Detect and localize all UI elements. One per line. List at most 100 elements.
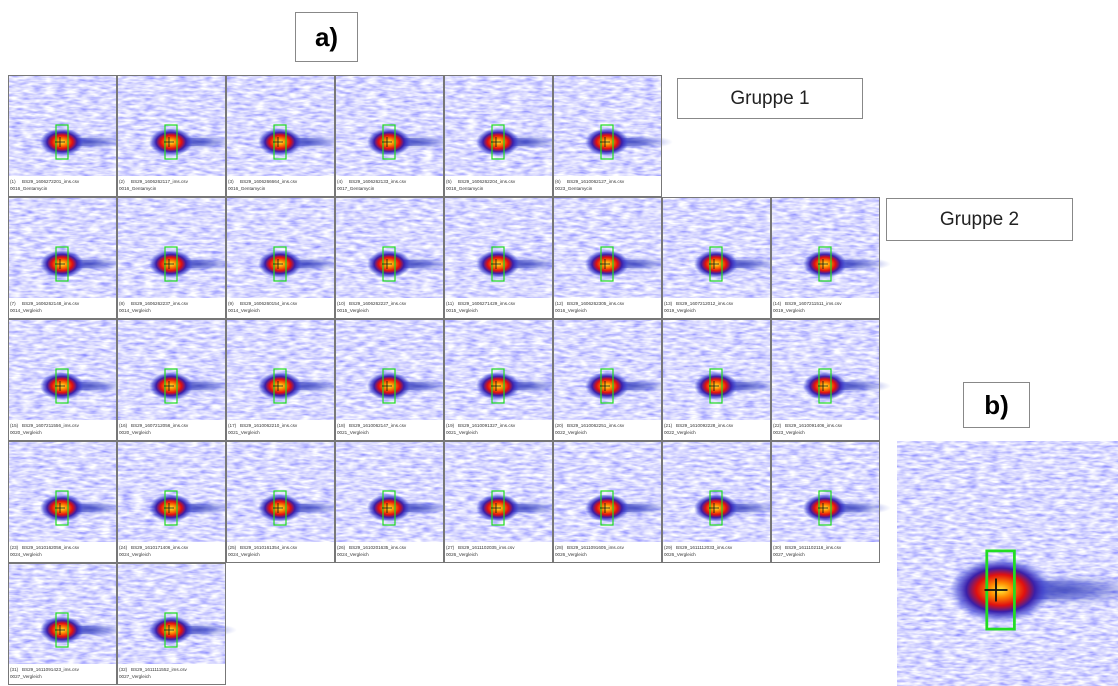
caption-area [226,298,335,319]
caption-area [662,298,771,319]
signal-tail [169,138,219,146]
thumbnail-index: (11) [446,301,454,306]
thumbnail: (21) BS29_1610092228_ims.csv 0022_Vergleic… [662,319,782,441]
signal-tail [60,138,110,146]
marker-cross [382,259,392,269]
thumbnail-file: BS29_1611111552_ims.csv [131,667,188,672]
thumbnail-sample: 0014_Vergleich [228,308,260,313]
thumbnail: (24) BS29_1610171406_ims.csv 0024_Vergleic… [117,441,237,563]
zoomed-signal [950,549,1118,631]
caption-area [8,176,117,197]
thumbnail-border [553,319,662,441]
signal-tail [169,382,219,390]
thumbnail-file: BS29_1610091327_ims.csv [458,423,516,428]
thumbnail: (29) BS29_1611112033_ims.csv 0026_Vergleic… [662,441,782,563]
marker-cross [55,625,65,635]
thumbnail-file: BS29_1606262227_ims.csv [349,301,407,306]
thumbnail-file: BS29_1607211556_ims.csv [22,423,80,428]
thumbnail-sample: 0024_Vergleich [119,552,151,557]
caption-area [771,420,880,441]
caption-area [117,176,226,197]
signal-tail [60,626,110,634]
thumbnail-file: BS29_1611102116_ims.csv [785,545,842,550]
thumbnail-index: (15) [10,423,19,428]
caption-area [226,176,335,197]
thumbnail: (14) BS29_1607211511_ims.csv 0019_Vergleic… [771,197,891,319]
caption-area [8,542,117,563]
thumbnail-sample: 0016_Gentamycin [228,186,266,191]
thumbnail-index: (29) [664,545,673,550]
thumbnail-border [117,441,226,563]
thumbnail-file: BS29_1611112033_ims.csv [676,545,733,550]
thumbnail-index: (3) [228,179,234,184]
caption-area [771,542,880,563]
thumbnail-border [553,441,662,563]
thumbnail-sample: 0022_Vergleich [664,430,696,435]
thumbnail-border [335,441,444,563]
thumbnail: (6) BS29_1610062127_ims.csv 0023_Gentamyci… [553,75,673,197]
thumbnail: (31) BS29_1611091423_ims.csv 0027_Vergleic… [8,563,128,685]
thumbnail-sample: 0023_Vergleich [773,430,805,435]
caption-area [335,176,444,197]
thumbnail: (30) BS29_1611102116_ims.csv 0027_Vergleic… [771,441,891,563]
thumbnail-index: (12) [555,301,564,306]
thumbnail: (19) BS29_1610091327_ims.csv 0021_Vergleic… [444,319,564,441]
thumbnail-sample: 0022_Vergleich [555,430,587,435]
thumbnail-file: BS29_1606262237_ims.csv [131,301,189,306]
thumbnail-index: (1) [10,179,16,184]
thumbnail-file: BS29_1606262133_ims.csv [349,179,407,184]
marker-cross [491,381,501,391]
marker-cross [818,503,828,513]
thumbnail: (7) BS29_1606262148_ims.csv 0014_Vergleich [8,197,128,319]
thumbnail: (26) BS29_1610201635_ims.csv 0024_Vergleic… [335,441,455,563]
marker-cross [600,381,610,391]
thumbnail-sample: 0024_Vergleich [228,552,260,557]
thumbnail-sample: 0019_Vergleich [664,308,696,313]
thumbnail-index: (16) [119,423,128,428]
thumbnail-index: (6) [555,179,561,184]
thumbnail-border [662,197,771,319]
caption-area [553,420,662,441]
thumbnail-index: (8) [119,301,125,306]
thumbnail-index: (17) [228,423,237,428]
caption-area [444,420,553,441]
thumbnail-file: BS29_1610062210_ims.csv [240,423,298,428]
thumbnail-border [553,75,662,197]
signal-tail [169,260,219,268]
caption-area [444,542,553,563]
thumbnail-file: BS29_1611091605_ims.csv [567,545,625,550]
thumbnail-sample: 0021_Vergleich [228,430,260,435]
thumbnail-file: BS29_1610162056_ims.csv [22,545,80,550]
thumbnail-index: (5) [446,179,452,184]
thumbnail-border [117,197,226,319]
thumbnail-index: (14) [773,301,782,306]
marker-cross [382,503,392,513]
caption-area [553,176,662,197]
thumbnail-border [8,319,117,441]
thumbnail: (20) BS29_1610062251_ims.csv 0022_Vergleic… [553,319,673,441]
thumbnail-border [444,197,553,319]
caption-area [444,298,553,319]
thumbnail: (32) BS29_1611111552_ims.csv 0027_Vergleic… [117,563,237,685]
thumbnail-file: BS29_1611091423_ims.csv [22,667,80,672]
thumbnail-sample: 0015_Vergleich [446,308,478,313]
caption-area [117,664,226,685]
thumbnail-sample: 0027_Vergleich [119,674,151,679]
thumbnail-sample: 0014_Vergleich [10,308,42,313]
signal-tail [169,504,219,512]
thumbnail-index: (26) [337,545,346,550]
thumbnail: (3) BS29_1606266664_ims.csv 0016_Gentamyci… [226,75,346,197]
thumbnail-index: (25) [228,545,237,550]
thumbnail-sample: 0023_Gentamycin [555,186,593,191]
group-label: Gruppe 2 [886,198,1073,241]
signal-tail [496,382,546,390]
thumbnail-border [117,75,226,197]
signal-tail [714,504,764,512]
signal-tail [387,382,437,390]
thumbnail-index: (10) [337,301,346,306]
thumbnail-border [444,75,553,197]
caption-area [8,298,117,319]
thumbnail: (17) BS29_1610062210_ims.csv 0021_Vergleic… [226,319,346,441]
thumbnail: (22) BS29_1610091406_ims.csv 0023_Vergleic… [771,319,891,441]
thumbnail: (9) BS29_1606260154_ims.csv 0014_Vergleich [226,197,346,319]
